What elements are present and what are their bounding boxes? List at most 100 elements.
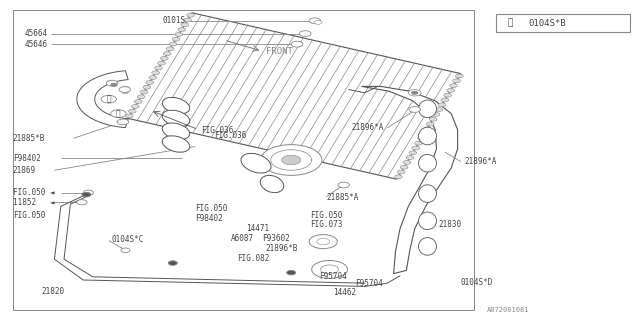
Circle shape [432,112,440,116]
Circle shape [408,90,421,96]
Text: A6087: A6087 [230,234,253,243]
Text: FIG.082: FIG.082 [237,254,269,263]
Text: FIG.036: FIG.036 [202,126,234,135]
Circle shape [500,18,520,28]
Circle shape [338,182,349,188]
Ellipse shape [241,153,271,173]
Circle shape [178,28,186,32]
Text: FIG.050 ◄: FIG.050 ◄ [13,188,54,197]
Text: F95704: F95704 [319,272,346,281]
Ellipse shape [163,97,189,114]
Ellipse shape [163,110,189,127]
Ellipse shape [419,185,436,202]
Circle shape [101,95,116,103]
Text: 0101S: 0101S [163,16,186,25]
Text: 0104S*D: 0104S*D [461,278,493,287]
Circle shape [121,248,130,252]
Circle shape [309,235,337,249]
Ellipse shape [260,175,284,193]
Circle shape [282,155,301,165]
Text: 21869: 21869 [13,166,36,175]
Text: 14471: 14471 [246,224,269,233]
Bar [496,14,630,32]
Circle shape [456,74,463,78]
Circle shape [172,37,180,41]
Circle shape [403,161,411,164]
Circle shape [111,110,126,117]
Text: 45664: 45664 [25,29,48,38]
Circle shape [168,261,177,265]
Text: 21896*B: 21896*B [266,244,298,253]
Circle shape [300,31,311,36]
Circle shape [184,18,191,22]
Circle shape [82,192,91,197]
Circle shape [166,47,174,51]
Circle shape [155,66,163,70]
Text: 21885*B: 21885*B [13,134,45,143]
Circle shape [406,156,413,159]
Text: F98402: F98402 [13,154,40,163]
Text: 21896*A: 21896*A [464,157,497,166]
Circle shape [317,238,330,245]
Text: 11852   ◄: 11852 ◄ [13,198,54,207]
Text: ①: ① [106,95,111,104]
Circle shape [291,41,303,47]
Text: FIG.050: FIG.050 [195,204,228,213]
Circle shape [314,20,322,24]
Polygon shape [77,71,128,128]
Circle shape [400,165,408,169]
Text: 14462: 14462 [333,288,356,297]
Circle shape [149,76,157,79]
Circle shape [169,42,177,46]
Circle shape [83,190,93,195]
Ellipse shape [419,127,436,145]
Circle shape [444,93,452,97]
Text: 0104S*B: 0104S*B [528,19,566,28]
Circle shape [140,90,148,94]
Text: 45646: 45646 [25,40,48,49]
Circle shape [143,85,151,89]
Text: 21896*A: 21896*A [351,124,384,132]
Ellipse shape [419,154,436,172]
Circle shape [415,141,422,145]
Circle shape [181,23,189,27]
Circle shape [77,200,87,205]
Circle shape [429,117,437,121]
Circle shape [420,132,428,135]
Polygon shape [362,86,458,274]
Text: 21830: 21830 [438,220,461,229]
Circle shape [271,150,312,170]
Circle shape [450,84,458,87]
Polygon shape [128,13,461,179]
Text: FRONT: FRONT [266,47,292,56]
Circle shape [441,98,449,102]
Ellipse shape [163,123,189,140]
Circle shape [424,127,431,131]
Circle shape [447,88,454,92]
Circle shape [152,71,159,75]
Circle shape [397,170,405,174]
Circle shape [146,81,154,84]
Text: 21885*A: 21885*A [326,193,359,202]
Text: A072001081: A072001081 [486,308,529,313]
Circle shape [412,91,418,94]
Circle shape [287,270,296,275]
Circle shape [187,13,195,17]
Text: 0104S*C: 0104S*C [112,235,145,244]
Circle shape [119,87,131,92]
Circle shape [111,83,117,86]
Circle shape [426,122,434,126]
Ellipse shape [419,237,436,255]
Circle shape [161,56,168,60]
Circle shape [409,151,417,155]
Text: ①: ① [116,109,121,118]
Circle shape [129,109,136,113]
Circle shape [435,108,443,112]
Circle shape [106,80,118,86]
Circle shape [418,136,426,140]
Text: FIG.050: FIG.050 [310,211,343,220]
Circle shape [157,61,165,65]
Circle shape [125,114,133,118]
Circle shape [134,100,142,103]
Text: FIG.036: FIG.036 [214,131,247,140]
